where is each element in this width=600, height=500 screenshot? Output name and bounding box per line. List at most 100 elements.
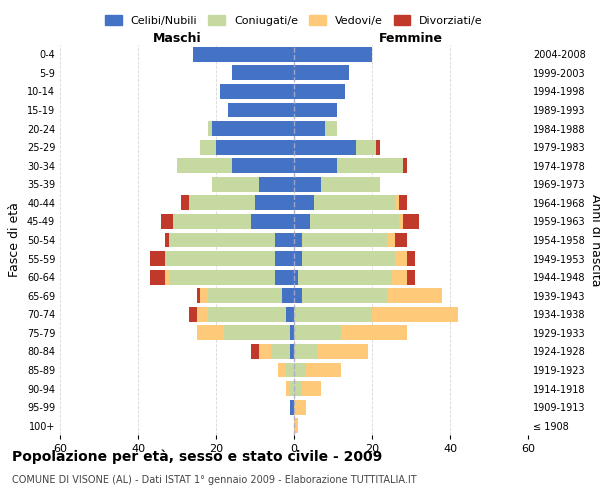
- Bar: [278, 362, 286, 378]
- Bar: [376, 140, 380, 154]
- Bar: [275, 232, 294, 248]
- Bar: [403, 214, 419, 229]
- Bar: [294, 288, 302, 303]
- Bar: [275, 251, 294, 266]
- Text: COMUNE DI VISONE (AL) - Dati ISTAT 1° gennaio 2009 - Elaborazione TUTTITALIA.IT: COMUNE DI VISONE (AL) - Dati ISTAT 1° ge…: [12, 475, 416, 485]
- Bar: [337, 158, 403, 173]
- Bar: [220, 84, 294, 99]
- Bar: [294, 381, 302, 396]
- Bar: [286, 381, 290, 396]
- Bar: [294, 362, 306, 378]
- Bar: [294, 121, 325, 136]
- Bar: [294, 270, 298, 284]
- Bar: [325, 121, 337, 136]
- Bar: [294, 418, 298, 433]
- Bar: [212, 177, 259, 192]
- Bar: [403, 158, 407, 173]
- Bar: [208, 307, 286, 322]
- Bar: [395, 196, 400, 210]
- Bar: [224, 326, 290, 340]
- Bar: [294, 196, 314, 210]
- Bar: [395, 251, 407, 266]
- Bar: [188, 307, 197, 322]
- Bar: [395, 232, 407, 248]
- Bar: [388, 232, 395, 248]
- Bar: [400, 214, 403, 229]
- Y-axis label: Anni di nascita: Anni di nascita: [589, 194, 600, 286]
- Bar: [392, 270, 407, 284]
- Bar: [356, 140, 376, 154]
- Bar: [294, 326, 341, 340]
- Bar: [294, 307, 372, 322]
- Bar: [294, 102, 337, 118]
- Bar: [317, 344, 368, 359]
- Bar: [302, 381, 322, 396]
- Bar: [407, 270, 415, 284]
- Bar: [310, 214, 400, 229]
- Bar: [294, 140, 356, 154]
- Bar: [259, 344, 271, 359]
- Bar: [286, 307, 294, 322]
- Bar: [200, 288, 208, 303]
- Bar: [407, 251, 415, 266]
- Bar: [173, 214, 251, 229]
- Bar: [181, 196, 188, 210]
- Bar: [294, 400, 306, 414]
- Bar: [388, 288, 442, 303]
- Bar: [212, 121, 294, 136]
- Bar: [188, 196, 255, 210]
- Bar: [177, 158, 232, 173]
- Bar: [294, 344, 317, 359]
- Bar: [400, 196, 407, 210]
- Bar: [298, 270, 392, 284]
- Bar: [372, 307, 458, 322]
- Bar: [294, 84, 344, 99]
- Y-axis label: Fasce di età: Fasce di età: [8, 202, 21, 278]
- Bar: [166, 251, 275, 266]
- Bar: [306, 362, 341, 378]
- Bar: [290, 344, 294, 359]
- Bar: [161, 214, 173, 229]
- Bar: [283, 288, 294, 303]
- Bar: [197, 288, 200, 303]
- Bar: [232, 158, 294, 173]
- Bar: [341, 326, 407, 340]
- Bar: [165, 232, 169, 248]
- Bar: [251, 214, 294, 229]
- Bar: [271, 344, 290, 359]
- Bar: [200, 140, 216, 154]
- Bar: [294, 251, 302, 266]
- Bar: [322, 177, 380, 192]
- Bar: [294, 232, 302, 248]
- Bar: [286, 362, 294, 378]
- Bar: [294, 47, 372, 62]
- Bar: [208, 288, 283, 303]
- Bar: [294, 177, 322, 192]
- Bar: [193, 47, 294, 62]
- Bar: [208, 121, 212, 136]
- Bar: [228, 102, 294, 118]
- Bar: [232, 66, 294, 80]
- Legend: Celibi/Nubili, Coniugati/e, Vedovi/e, Divorziati/e: Celibi/Nubili, Coniugati/e, Vedovi/e, Di…: [102, 12, 486, 29]
- Bar: [294, 66, 349, 80]
- Bar: [290, 400, 294, 414]
- Bar: [314, 196, 395, 210]
- Bar: [197, 307, 208, 322]
- Bar: [216, 140, 294, 154]
- Text: Maschi: Maschi: [152, 32, 202, 45]
- Bar: [251, 344, 259, 359]
- Bar: [302, 288, 388, 303]
- Bar: [302, 232, 388, 248]
- Bar: [150, 251, 166, 266]
- Bar: [197, 326, 224, 340]
- Bar: [290, 381, 294, 396]
- Bar: [165, 270, 169, 284]
- Bar: [294, 214, 310, 229]
- Bar: [259, 177, 294, 192]
- Bar: [294, 158, 337, 173]
- Bar: [150, 270, 166, 284]
- Bar: [169, 232, 275, 248]
- Bar: [290, 326, 294, 340]
- Bar: [255, 196, 294, 210]
- Text: Femmine: Femmine: [379, 32, 443, 45]
